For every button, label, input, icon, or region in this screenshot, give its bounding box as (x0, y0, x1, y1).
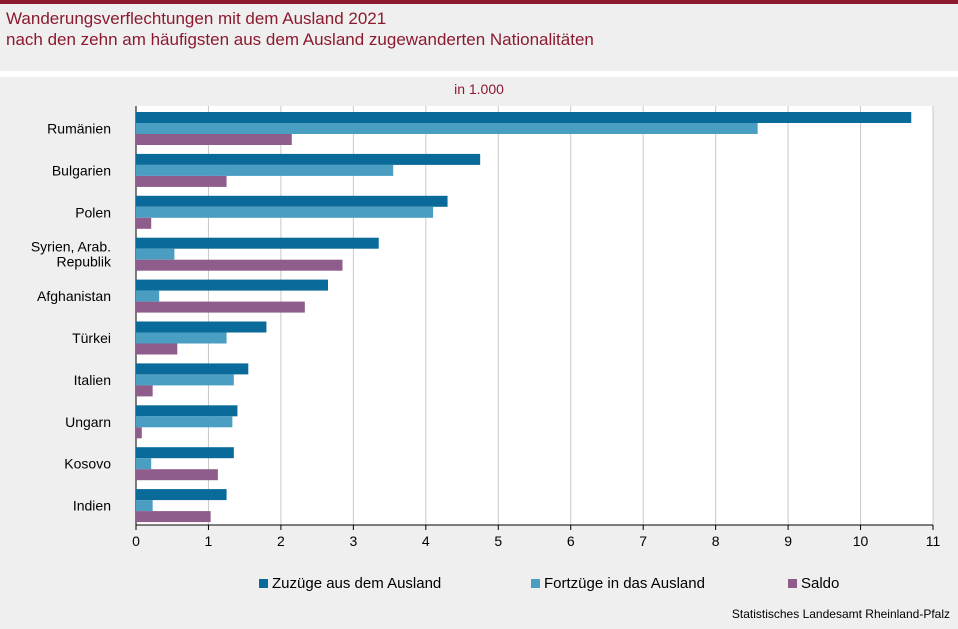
bar-fortzuege (136, 206, 434, 218)
category-label: Italien (74, 372, 111, 388)
x-tick-label: 11 (926, 533, 941, 549)
bar-fortzuege (136, 458, 152, 470)
bar-saldo (136, 343, 178, 355)
category-label: Ungarn (65, 414, 111, 430)
bar-zuzuege (136, 447, 234, 459)
x-tick-label: 3 (349, 533, 357, 549)
bar-zuzuege (136, 405, 238, 417)
bar-fortzuege (136, 248, 175, 260)
bar-saldo (136, 427, 142, 439)
legend-label: Saldo (801, 575, 840, 592)
bar-saldo (136, 301, 305, 313)
legend-label: Fortzüge in das Ausland (544, 575, 705, 592)
bar-zuzuege (136, 195, 448, 207)
bar-saldo (136, 134, 292, 145)
x-tick-label: 10 (853, 533, 869, 549)
bar-fortzuege (136, 416, 233, 428)
category-label: Rumänien (47, 121, 111, 137)
x-tick-label: 5 (494, 533, 502, 549)
title-divider (0, 71, 958, 77)
x-tick-label: 6 (567, 533, 575, 549)
x-tick-label: 7 (639, 533, 647, 549)
legend-item-fortzuege: Fortzüge in das Ausland (531, 575, 705, 592)
bar-fortzuege (136, 332, 227, 344)
x-tick-label: 2 (277, 533, 285, 549)
bar-zuzuege (136, 112, 912, 123)
legend-item-saldo: Saldo (788, 575, 839, 592)
category-label: Polen (75, 204, 111, 220)
category-label: Kosovo (64, 456, 111, 472)
bar-fortzuege (136, 500, 153, 512)
bar-fortzuege (136, 374, 234, 386)
bar-fortzuege (136, 290, 160, 302)
x-tick-label: 8 (712, 533, 720, 549)
bar-chart: in 1.000 0 1 2 3 4 5 6 7 8 9 10 11 Rumänien Bulgarien P… (31, 81, 941, 549)
bar-zuzuege (136, 237, 379, 249)
chart-title: Wanderungsverflechtungen mit dem Ausland… (6, 8, 594, 50)
legend-swatch (788, 579, 797, 588)
bar-saldo (136, 259, 343, 271)
bar-zuzuege (136, 489, 227, 501)
category-label: Indien (73, 498, 111, 514)
category-label: Afghanistan (37, 288, 111, 304)
legend-swatch (531, 579, 540, 588)
category-label: Türkei (72, 330, 111, 346)
bar-zuzuege (136, 153, 481, 165)
x-tick-label: 1 (205, 533, 213, 549)
legend-item-zuzuege: Zuzüge aus dem Ausland (259, 575, 441, 592)
x-tick-label: 4 (422, 533, 430, 549)
bar-saldo (136, 511, 211, 523)
bar-saldo (136, 469, 218, 481)
chart-title-line-2: nach den zehn am häufigsten aus dem Ausl… (6, 30, 594, 49)
bar-zuzuege (136, 321, 267, 333)
bar-zuzuege (136, 279, 329, 291)
legend-swatch (259, 579, 268, 588)
bar-fortzuege (136, 123, 758, 134)
x-tick-label: 0 (132, 533, 140, 549)
category-label: Republik (57, 254, 112, 270)
bar-zuzuege (136, 363, 249, 375)
top-accent-rule (0, 0, 958, 4)
chart-title-line-1: Wanderungsverflechtungen mit dem Ausland… (6, 9, 387, 28)
bar-fortzuege (136, 164, 394, 176)
source-note: Statistisches Landesamt Rheinland-Pfalz (731, 607, 950, 621)
legend-label: Zuzüge aus dem Ausland (272, 575, 442, 592)
x-tick-label: 9 (784, 533, 792, 549)
bar-saldo (136, 385, 153, 397)
bar-saldo (136, 217, 152, 229)
bar-saldo (136, 175, 227, 187)
chart-legend: Zuzüge aus dem Ausland Fortzüge in das Au… (0, 575, 958, 595)
category-label: Bulgarien (52, 162, 111, 178)
unit-label: in 1.000 (454, 81, 504, 97)
category-label: Syrien, Arab. (31, 239, 111, 255)
